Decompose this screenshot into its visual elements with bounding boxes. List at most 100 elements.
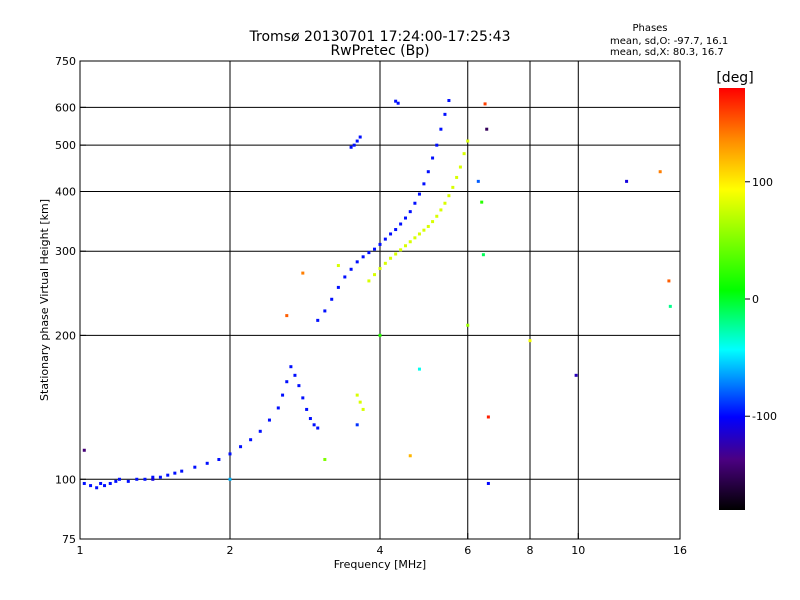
- phase-stats-title: Phases: [632, 23, 667, 34]
- y-tick-label: 200: [55, 329, 76, 342]
- chart-title: Tromsø 20130701 17:24:00-17:25:43: [249, 29, 511, 45]
- data-point: [297, 384, 301, 388]
- data-point: [336, 285, 340, 289]
- data-point: [82, 481, 86, 485]
- data-point: [462, 152, 466, 156]
- data-point: [378, 333, 382, 337]
- data-point: [466, 323, 470, 327]
- data-point: [108, 481, 112, 485]
- data-point: [117, 477, 121, 481]
- y-tick-label: 600: [55, 101, 76, 114]
- data-point: [443, 112, 447, 116]
- x-tick-label: 6: [464, 544, 471, 557]
- data-point: [483, 102, 487, 106]
- data-point: [373, 273, 377, 277]
- data-point: [399, 248, 403, 252]
- data-point: [481, 253, 485, 257]
- phase-stats-o: mean, sd,O: -97.7, 16.1: [610, 36, 728, 47]
- data-point: [486, 481, 490, 485]
- data-point: [378, 242, 382, 246]
- phase-colorbar: [719, 88, 745, 510]
- data-point: [408, 210, 412, 214]
- x-tick-label: 16: [673, 544, 687, 557]
- data-point: [668, 304, 672, 308]
- data-point: [367, 251, 371, 255]
- data-point: [193, 465, 197, 469]
- data-point: [447, 99, 451, 103]
- colorbar-tick-label: -100: [752, 410, 777, 423]
- data-point: [443, 201, 447, 205]
- data-point: [355, 393, 359, 397]
- data-point: [355, 423, 359, 427]
- data-point: [394, 228, 398, 232]
- data-point: [126, 479, 130, 483]
- data-point: [352, 143, 356, 147]
- data-point: [217, 457, 221, 461]
- data-point: [413, 201, 417, 205]
- data-point: [431, 156, 435, 160]
- data-point: [455, 175, 459, 179]
- data-point: [480, 200, 484, 204]
- data-point: [458, 165, 462, 169]
- y-tick-label: 400: [55, 185, 76, 198]
- data-point: [373, 247, 377, 251]
- data-point: [383, 237, 387, 241]
- data-point: [135, 477, 139, 481]
- data-point: [383, 261, 387, 265]
- y-tick-label: 100: [55, 473, 76, 486]
- data-point: [399, 222, 403, 226]
- data-point: [323, 457, 327, 461]
- data-point: [249, 438, 253, 442]
- y-axis-label: Stationary phase Virtual Height [km]: [38, 199, 51, 401]
- y-axis-ticks: 75 100 200 300 400 500 600 750: [55, 55, 86, 546]
- data-point: [417, 192, 421, 196]
- data-point: [276, 406, 280, 410]
- data-point: [361, 407, 365, 411]
- data-point: [435, 214, 439, 218]
- data-point: [99, 481, 103, 485]
- data-point: [389, 232, 393, 236]
- data-point: [574, 373, 578, 377]
- data-point: [158, 475, 162, 479]
- x-tick-label: 1: [77, 544, 84, 557]
- data-point: [267, 418, 271, 422]
- data-point: [422, 182, 426, 186]
- data-point: [408, 240, 412, 244]
- data-point: [413, 236, 417, 240]
- x-tick-label: 8: [527, 544, 534, 557]
- data-point: [408, 454, 412, 458]
- data-point: [301, 396, 305, 400]
- data-point: [180, 469, 184, 473]
- data-point: [431, 220, 435, 224]
- y-tick-label: 300: [55, 245, 76, 258]
- data-point: [343, 275, 347, 279]
- data-point: [143, 477, 147, 481]
- data-point: [355, 260, 359, 264]
- data-point: [316, 426, 320, 430]
- data-point: [358, 400, 362, 404]
- data-point: [301, 271, 305, 275]
- data-point: [667, 279, 671, 283]
- data-point: [305, 407, 309, 411]
- chart-subtitle: RwPretec (Bp): [330, 43, 429, 59]
- data-point: [312, 423, 316, 427]
- data-point: [389, 256, 393, 260]
- data-point: [358, 135, 362, 139]
- data-point: [114, 479, 118, 483]
- data-point: [228, 452, 232, 456]
- colorbar-ticks: 100 0 -100: [745, 176, 777, 423]
- data-point: [378, 267, 382, 271]
- data-point: [439, 208, 443, 212]
- data-point: [89, 484, 93, 488]
- y-tick-label: 500: [55, 139, 76, 152]
- colorbar-label: [deg]: [716, 70, 753, 86]
- data-point: [625, 179, 629, 183]
- data-point: [485, 127, 489, 131]
- data-point: [396, 101, 400, 105]
- data-point: [228, 477, 232, 481]
- data-point: [451, 185, 455, 189]
- phase-stats-x: mean, sd,X: 80.3, 16.7: [610, 47, 724, 58]
- data-point: [466, 139, 470, 143]
- colorbar-tick-label: 100: [752, 176, 773, 189]
- data-point: [103, 484, 107, 488]
